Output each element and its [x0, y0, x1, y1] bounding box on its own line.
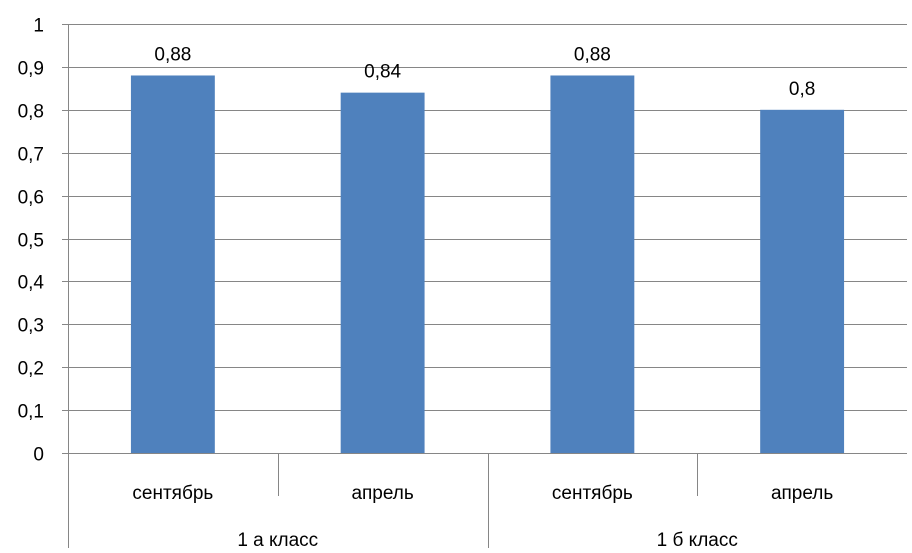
group-labels: 1 а класс 1 б класс — [237, 530, 738, 551]
bar — [760, 109, 845, 454]
data-label: 0,88 — [574, 44, 611, 65]
y-tick-label: 0,6 — [18, 188, 44, 209]
category-label: апрель — [351, 483, 413, 504]
group-label: 1 а класс — [237, 530, 318, 551]
category-label: апрель — [771, 483, 833, 504]
y-tick-label: 0,9 — [18, 59, 44, 80]
axes — [62, 24, 907, 548]
y-tick-labels: 0 0,1 0,2 0,3 0,4 0,5 0,6 0,7 0,8 0,9 1 — [18, 16, 45, 466]
category-label: сентябрь — [552, 483, 633, 504]
y-tick-label: 0 — [33, 445, 44, 466]
data-label: 0,88 — [154, 44, 191, 65]
y-tick-label: 0,3 — [18, 316, 44, 337]
category-labels: сентябрь апрель сентябрь апрель — [132, 483, 833, 504]
y-tick-label: 0,4 — [18, 273, 45, 294]
bar — [340, 92, 425, 453]
data-label: 0,84 — [364, 62, 401, 83]
y-tick-label: 1 — [33, 16, 44, 37]
category-label: сентябрь — [132, 483, 213, 504]
y-tick-label: 0,5 — [18, 231, 44, 252]
y-tick-label: 0,7 — [18, 145, 44, 166]
bar — [130, 75, 215, 453]
group-label: 1 б класс — [657, 530, 738, 551]
y-tick-label: 0,8 — [18, 102, 44, 123]
data-label: 0,8 — [789, 79, 815, 100]
y-tick-label: 0,1 — [18, 402, 44, 423]
data-labels: 0,88 0,84 0,88 0,8 — [154, 44, 815, 99]
bar — [550, 75, 635, 453]
bars — [130, 75, 845, 454]
y-tick-label: 0,2 — [18, 359, 44, 380]
